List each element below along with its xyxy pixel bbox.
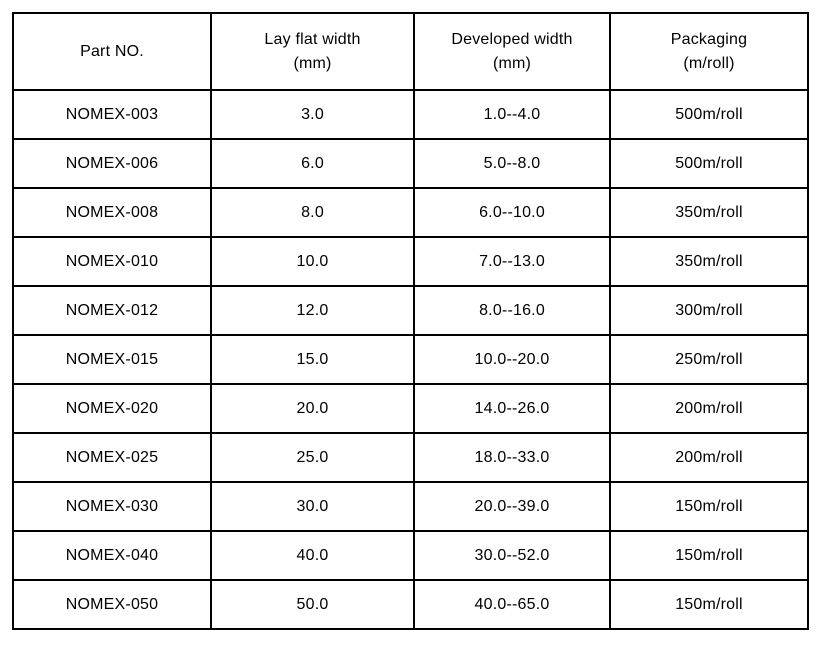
col-header-lay-flat-width: Lay flat width (mm) (210, 12, 415, 91)
cell-part-no: NOMEX-015 (12, 334, 212, 385)
header-unit: (mm) (492, 54, 532, 72)
cell-lay-flat-width: 12.0 (210, 285, 415, 336)
table-row: NOMEX-040 40.0 30.0--52.0 150m/roll (12, 530, 809, 581)
cell-lay-flat-width: 50.0 (210, 579, 415, 630)
table-row: NOMEX-050 50.0 40.0--65.0 150m/roll (12, 579, 809, 630)
table-row: NOMEX-006 6.0 5.0--8.0 500m/roll (12, 138, 809, 189)
cell-part-no: NOMEX-003 (12, 89, 212, 140)
cell-lay-flat-width: 8.0 (210, 187, 415, 238)
table-row: NOMEX-003 3.0 1.0--4.0 500m/roll (12, 89, 809, 140)
cell-packaging: 250m/roll (609, 334, 809, 385)
header-line: Packaging (670, 30, 748, 48)
header-line: Part NO. (80, 42, 144, 60)
cell-part-no: NOMEX-012 (12, 285, 212, 336)
cell-developed-width: 10.0--20.0 (413, 334, 611, 385)
table-row: NOMEX-008 8.0 6.0--10.0 350m/roll (12, 187, 809, 238)
col-header-packaging: Packaging (m/roll) (609, 12, 809, 91)
cell-part-no: NOMEX-040 (12, 530, 212, 581)
cell-lay-flat-width: 15.0 (210, 334, 415, 385)
cell-packaging: 350m/roll (609, 236, 809, 287)
header-line: Developed width (451, 30, 573, 48)
cell-part-no: NOMEX-020 (12, 383, 212, 434)
cell-developed-width: 18.0--33.0 (413, 432, 611, 483)
cell-part-no: NOMEX-030 (12, 481, 212, 532)
cell-packaging: 200m/roll (609, 432, 809, 483)
header-unit: (mm) (293, 54, 332, 72)
cell-part-no: NOMEX-010 (12, 236, 212, 287)
cell-developed-width: 40.0--65.0 (413, 579, 611, 630)
table-row: NOMEX-015 15.0 10.0--20.0 250m/roll (12, 334, 809, 385)
cell-part-no: NOMEX-006 (12, 138, 212, 189)
table-row: NOMEX-010 10.0 7.0--13.0 350m/roll (12, 236, 809, 287)
cell-lay-flat-width: 10.0 (210, 236, 415, 287)
col-header-part-no: Part NO. (12, 12, 212, 91)
cell-lay-flat-width: 6.0 (210, 138, 415, 189)
col-header-developed-width: Developed width (mm) (413, 12, 611, 91)
cell-lay-flat-width: 25.0 (210, 432, 415, 483)
cell-developed-width: 7.0--13.0 (413, 236, 611, 287)
cell-packaging: 150m/roll (609, 481, 809, 532)
cell-lay-flat-width: 40.0 (210, 530, 415, 581)
cell-packaging: 500m/roll (609, 138, 809, 189)
header-unit: (m/roll) (683, 54, 735, 72)
table-row: NOMEX-030 30.0 20.0--39.0 150m/roll (12, 481, 809, 532)
cell-developed-width: 5.0--8.0 (413, 138, 611, 189)
cell-packaging: 350m/roll (609, 187, 809, 238)
cell-packaging: 500m/roll (609, 89, 809, 140)
cell-packaging: 300m/roll (609, 285, 809, 336)
cell-packaging: 150m/roll (609, 579, 809, 630)
header-row: Part NO. Lay flat width (mm) Developed w… (12, 12, 809, 91)
spec-table: Part NO. Lay flat width (mm) Developed w… (12, 12, 809, 630)
cell-developed-width: 1.0--4.0 (413, 89, 611, 140)
cell-lay-flat-width: 20.0 (210, 383, 415, 434)
cell-developed-width: 6.0--10.0 (413, 187, 611, 238)
cell-developed-width: 14.0--26.0 (413, 383, 611, 434)
cell-developed-width: 30.0--52.0 (413, 530, 611, 581)
cell-part-no: NOMEX-050 (12, 579, 212, 630)
cell-part-no: NOMEX-025 (12, 432, 212, 483)
cell-lay-flat-width: 3.0 (210, 89, 415, 140)
cell-developed-width: 20.0--39.0 (413, 481, 611, 532)
table-row: NOMEX-020 20.0 14.0--26.0 200m/roll (12, 383, 809, 434)
table-row: NOMEX-025 25.0 18.0--33.0 200m/roll (12, 432, 809, 483)
cell-lay-flat-width: 30.0 (210, 481, 415, 532)
header-line: Lay flat width (264, 30, 361, 48)
cell-packaging: 200m/roll (609, 383, 809, 434)
table-row: NOMEX-012 12.0 8.0--16.0 300m/roll (12, 285, 809, 336)
cell-part-no: NOMEX-008 (12, 187, 212, 238)
cell-packaging: 150m/roll (609, 530, 809, 581)
cell-developed-width: 8.0--16.0 (413, 285, 611, 336)
